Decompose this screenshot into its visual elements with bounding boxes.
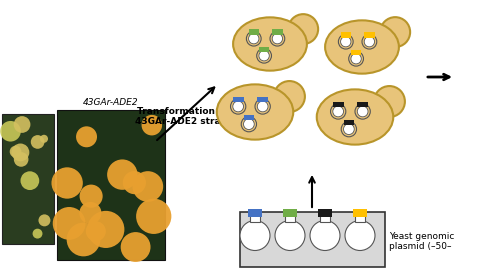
Bar [57, 110, 165, 260]
Bar [283, 209, 297, 217]
Circle shape [348, 51, 363, 66]
Bar [351, 50, 361, 55]
Bar [357, 102, 368, 107]
Ellipse shape [233, 17, 307, 71]
Bar [353, 209, 367, 217]
Circle shape [233, 101, 243, 112]
Circle shape [230, 99, 246, 114]
Bar [320, 215, 330, 221]
Circle shape [249, 33, 259, 44]
Circle shape [243, 119, 254, 129]
Circle shape [288, 14, 318, 44]
Bar [285, 215, 295, 221]
Text: 43GAr-ADE2: 43GAr-ADE2 [83, 98, 139, 107]
Circle shape [38, 214, 50, 226]
Bar [272, 29, 283, 35]
Circle shape [12, 144, 30, 161]
Bar [233, 97, 243, 102]
Circle shape [362, 34, 377, 49]
Circle shape [53, 207, 86, 240]
Bar [250, 215, 260, 221]
Text: Yeast genomic
plasmid (–50–: Yeast genomic plasmid (–50– [389, 232, 454, 251]
Circle shape [344, 124, 354, 135]
Circle shape [86, 221, 106, 241]
Circle shape [257, 101, 268, 112]
Circle shape [14, 116, 30, 133]
Circle shape [121, 232, 151, 262]
Circle shape [240, 221, 270, 251]
Circle shape [141, 115, 162, 135]
Circle shape [341, 36, 351, 47]
Bar [341, 32, 351, 38]
Circle shape [136, 199, 171, 234]
Circle shape [310, 221, 340, 251]
Circle shape [255, 99, 270, 114]
Bar [243, 115, 254, 120]
Circle shape [76, 126, 97, 147]
Circle shape [257, 48, 272, 63]
Circle shape [87, 211, 124, 248]
Circle shape [40, 135, 48, 143]
Bar [318, 209, 332, 217]
Bar [2, 114, 54, 244]
Circle shape [241, 116, 257, 132]
Ellipse shape [217, 84, 293, 140]
Circle shape [275, 221, 305, 251]
Circle shape [338, 34, 353, 49]
Circle shape [380, 17, 410, 47]
Circle shape [31, 135, 45, 149]
Circle shape [32, 229, 43, 239]
Ellipse shape [317, 89, 393, 145]
Circle shape [246, 31, 261, 46]
Circle shape [79, 202, 102, 224]
Circle shape [79, 185, 103, 208]
Text: Transformation of
43GAr-ADE2 strain: Transformation of 43GAr-ADE2 strain [136, 107, 230, 126]
Bar [333, 102, 344, 107]
Circle shape [270, 31, 285, 46]
Circle shape [331, 104, 346, 119]
Circle shape [333, 106, 344, 117]
Circle shape [123, 171, 146, 194]
Circle shape [14, 152, 29, 167]
Circle shape [67, 223, 100, 256]
Circle shape [51, 167, 83, 199]
Circle shape [345, 221, 375, 251]
Circle shape [272, 33, 283, 44]
Circle shape [355, 104, 370, 119]
Circle shape [20, 171, 39, 190]
Circle shape [259, 51, 269, 61]
Bar [344, 120, 354, 125]
Circle shape [107, 159, 137, 190]
Circle shape [274, 81, 305, 112]
Bar [240, 212, 385, 267]
Circle shape [341, 122, 357, 137]
Circle shape [0, 121, 21, 141]
Circle shape [357, 106, 368, 117]
Bar [355, 215, 365, 221]
Ellipse shape [325, 20, 399, 74]
Bar [248, 209, 262, 217]
Bar [259, 47, 269, 52]
Bar [257, 97, 268, 102]
Circle shape [364, 36, 375, 47]
Circle shape [133, 171, 163, 202]
Circle shape [10, 146, 21, 157]
Bar [249, 29, 259, 35]
Circle shape [351, 54, 361, 64]
Bar [364, 32, 375, 38]
Circle shape [374, 86, 405, 117]
